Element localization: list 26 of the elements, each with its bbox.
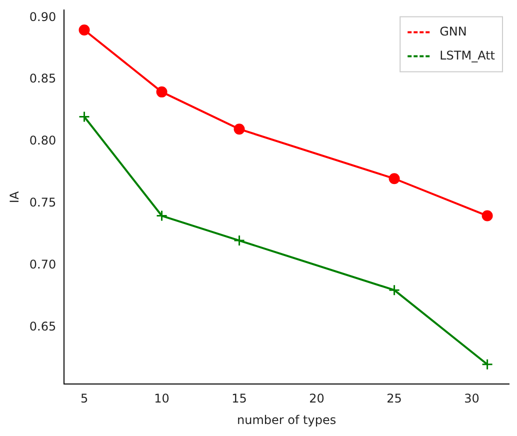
legend-label: LSTM_Att [440,48,496,62]
point [482,210,493,222]
point [388,284,400,296]
point [156,86,168,98]
x-tick-label: 10 [154,392,170,406]
y-tick-label: 0.70 [29,257,56,272]
point [234,234,246,246]
y-axis-title: IA [7,190,22,204]
point [78,24,90,36]
legend-label: GNN [440,24,467,38]
point [156,210,168,222]
x-tick-label: 15 [232,392,247,406]
y-tick-label: 0.80 [29,134,56,148]
x-tick-label: 25 [386,392,402,406]
point [78,110,90,122]
point [482,358,494,370]
y-tick-label: 0.65 [29,319,56,334]
point [234,124,245,135]
x-axis-title: number of types [237,412,336,427]
y-tick-label: 0.75 [29,196,56,210]
x-tick-label: 30 [464,392,480,406]
x-tick-label: 5 [80,392,88,406]
x-tick-label: 20 [309,392,324,406]
y-tick-label: 0.90 [29,10,56,24]
y-tick-label: 0.85 [29,72,56,86]
point [388,173,400,184]
